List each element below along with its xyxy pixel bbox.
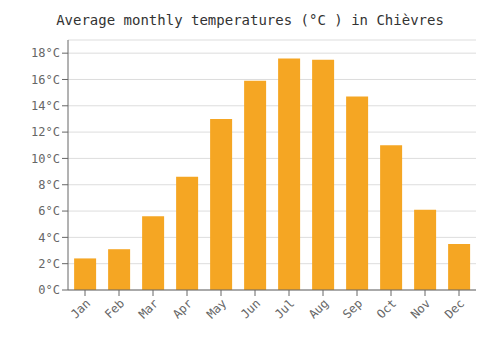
svg-text:Nov: Nov <box>408 296 433 321</box>
html-text:Average monthly temperatures (: Average monthly temperatures (°C ) in Ch… <box>56 12 444 28</box>
svg-text:Feb: Feb <box>102 296 127 321</box>
svg-text:Jan: Jan <box>68 296 93 321</box>
svg-text:8°C: 8°C <box>38 178 60 192</box>
svg-text:12°C: 12°C <box>31 125 60 139</box>
svg-text:16°C: 16°C <box>31 73 60 87</box>
svg-text:4°C: 4°C <box>38 231 60 245</box>
svg-text:14°C: 14°C <box>31 99 60 113</box>
svg-text:18°C: 18°C <box>31 46 60 60</box>
svg-text:Sep: Sep <box>340 296 365 321</box>
svg-text:6°C: 6°C <box>38 204 60 218</box>
svg-text:Aug: Aug <box>306 296 331 321</box>
svg-text:Apr: Apr <box>170 296 195 321</box>
svg-text:Dec: Dec <box>442 296 467 321</box>
svg-text:Oct: Oct <box>374 296 399 321</box>
svg-text:0°C: 0°C <box>38 283 60 297</box>
svg-text:2°C: 2°C <box>38 257 60 271</box>
svg-text:May: May <box>204 296 229 321</box>
svg-text:10°C: 10°C <box>31 152 60 166</box>
svg-text:Mar: Mar <box>136 296 161 321</box>
svg-text:Jul: Jul <box>272 296 297 321</box>
svg-text:Jun: Jun <box>238 296 263 321</box>
